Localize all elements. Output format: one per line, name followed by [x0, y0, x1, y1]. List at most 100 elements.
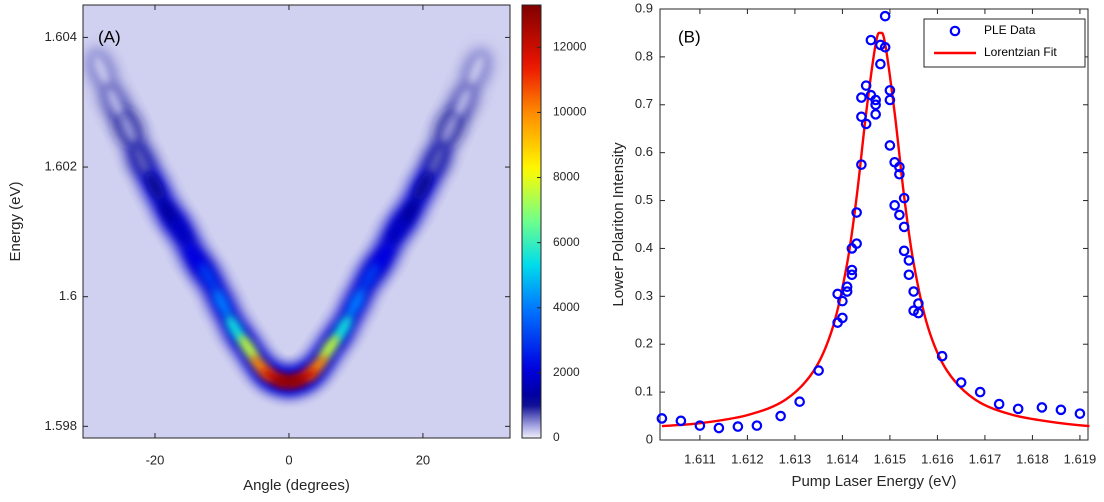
data-point [751, 420, 763, 431]
data-point [1036, 402, 1048, 413]
colorbar [521, 4, 542, 439]
data-point [1055, 404, 1067, 416]
band-point [212, 288, 232, 318]
data-point [889, 200, 900, 211]
legend-marker [949, 25, 961, 37]
y-tick-label: 0.8 [635, 48, 653, 63]
data-point [856, 159, 867, 170]
data-point [846, 269, 858, 281]
plot-frame [82, 4, 511, 439]
data-point [870, 94, 881, 106]
data-point [884, 140, 896, 151]
x-tick-label: 1.611 [684, 451, 716, 466]
y-tick-label: 0.1 [635, 384, 653, 399]
y-tick-label: 0.6 [635, 144, 653, 159]
band-point [441, 113, 459, 143]
data-point [903, 269, 915, 281]
panel-label: (B) [678, 27, 701, 46]
data-point [894, 168, 905, 180]
data-point [1012, 403, 1024, 415]
x-tick-label: 1.613 [779, 451, 812, 466]
y-tick-label: 1.6 [59, 288, 77, 303]
data-point [694, 420, 706, 431]
data-point [856, 92, 867, 103]
y-tick-label: 0.9 [635, 0, 653, 15]
y-tick-label: 0.4 [635, 240, 653, 255]
data-point [993, 398, 1005, 410]
colorbar-tick-label: 6000 [553, 235, 580, 249]
y-tick-label: 0.5 [635, 192, 653, 207]
colorbar-tick-label: 12000 [553, 39, 587, 53]
y-tick-label: 1.598 [44, 418, 77, 433]
panel-b: 1.611 1.612 1.613 1.614 1.615 1.616 1.617 1.618… [610, 0, 1096, 490]
colorbar-tick-label: 8000 [553, 170, 580, 184]
band-point [318, 334, 340, 363]
x-tick-label: 1.615 [874, 451, 907, 466]
y-axis-label: Energy (eV) [7, 181, 24, 261]
data-point [813, 365, 824, 376]
data-point [841, 281, 853, 293]
data-point [865, 34, 877, 46]
data-point [841, 286, 853, 297]
band-point [386, 217, 406, 246]
panel-label: (A) [98, 27, 121, 46]
panel-a: -20 0 20 1.598 1.6 1.602 1.604 Angle (degrees) E… [7, 4, 587, 494]
plot-frame [659, 8, 1089, 441]
x-tick-label: 1.617 [969, 451, 1002, 466]
colorbar-tick-label: 4000 [553, 300, 580, 314]
x-tick-label: 0 [285, 452, 292, 467]
data-point [732, 421, 744, 432]
band-point [468, 54, 485, 85]
data-point [898, 245, 910, 257]
heatmap-background [83, 5, 510, 438]
heatmap-band [86, 48, 492, 394]
data-point [837, 295, 848, 307]
band-point [172, 217, 192, 246]
data-point [860, 118, 872, 130]
band-point [413, 172, 433, 201]
data-point [870, 99, 881, 111]
band-point [427, 145, 445, 176]
data-point [936, 350, 948, 362]
legend-box [923, 18, 1086, 68]
y-tick-label: 1.604 [44, 29, 77, 44]
data-point [851, 238, 862, 249]
band-point [132, 145, 151, 176]
x-tick-label: 1.614 [826, 451, 859, 466]
data-point [913, 298, 924, 309]
band-point [272, 374, 305, 387]
colorbar-tick-label: 0 [553, 430, 560, 444]
x-tick-label: 1.612 [731, 451, 764, 466]
data-point [846, 264, 858, 276]
y-tick-label: 0.7 [635, 96, 653, 111]
colorbar-tick-label: 2000 [553, 365, 580, 379]
band-point [346, 288, 366, 318]
data-point [879, 42, 891, 53]
x-axis-label: Angle (degrees) [243, 477, 350, 494]
y-tick-label: 0.2 [635, 336, 653, 351]
band-point [359, 263, 379, 292]
data-point [908, 286, 919, 297]
data-point [894, 161, 905, 173]
data-point [879, 10, 891, 22]
data-point [713, 422, 725, 434]
y-tick-label: 0 [646, 431, 653, 446]
y-tick-label: 1.602 [44, 158, 77, 173]
data-point [775, 410, 786, 422]
fit-line [661, 31, 1090, 428]
x-axis-label: Pump Laser Energy (eV) [791, 473, 956, 490]
data-point [851, 207, 862, 218]
colorbar-tick-label: 10000 [553, 105, 587, 119]
legend-label: PLE Data [984, 23, 1036, 37]
data-point [955, 377, 967, 388]
data-point [656, 413, 668, 424]
data-point [870, 109, 881, 120]
data-point [794, 396, 805, 407]
data-point [1074, 408, 1086, 419]
legend-label: Lorentzian Fit [984, 45, 1057, 59]
data-point [884, 85, 896, 96]
band-point [93, 54, 110, 85]
band-point [238, 334, 260, 363]
band-point [106, 87, 124, 117]
